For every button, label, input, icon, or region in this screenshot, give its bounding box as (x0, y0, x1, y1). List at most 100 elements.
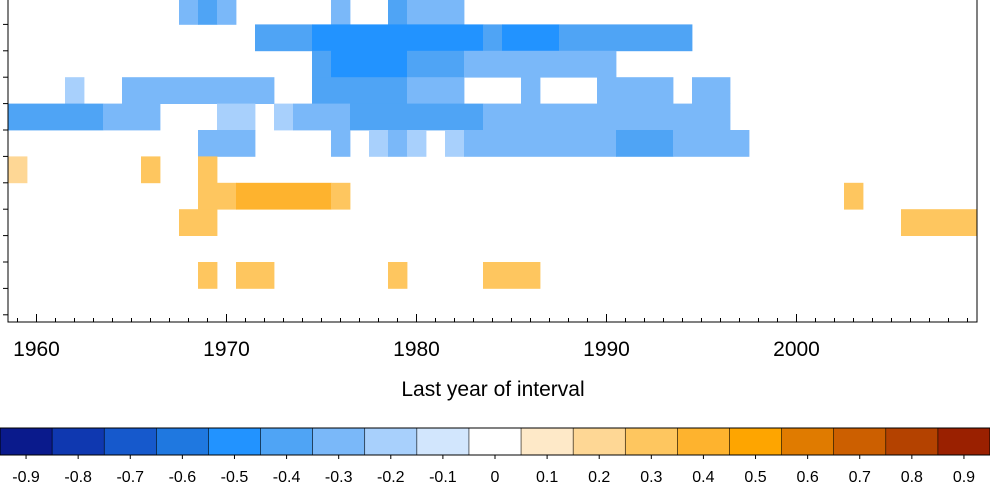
colorbar-label: -0.6 (169, 469, 197, 486)
heatmap-cell (217, 0, 237, 25)
colorbar-label: -0.8 (64, 469, 92, 486)
heatmap-cell (692, 77, 731, 104)
colorbar-swatch (312, 428, 366, 455)
colorbar-swatch (833, 428, 887, 455)
heatmap-cell (331, 50, 351, 78)
heatmap-cell (445, 130, 465, 157)
heatmap-cell (122, 77, 275, 104)
colorbar-swatch (573, 428, 626, 455)
heatmap-cell (236, 182, 332, 210)
colorbar-swatch (208, 428, 261, 455)
heatmap-cell (236, 262, 275, 289)
colorbar-label: 0 (491, 469, 500, 486)
heatmap-cell (8, 103, 104, 131)
colorbar: -0.9 -0.8 -0.7 -0.6 -0.5 -0.4 -0.3 -0.2 -0.1 0 0.1… (0, 427, 990, 486)
heatmap-cell (464, 50, 617, 78)
heatmap-cell (8, 156, 28, 184)
heatmap-cell (312, 77, 408, 104)
heatmap-cell (901, 209, 978, 236)
heatmap-cell (559, 24, 693, 52)
colorbar-label: -0.2 (377, 469, 405, 486)
heatmap-cell (179, 209, 218, 236)
colorbar-label: -0.1 (429, 469, 457, 486)
colorbar-label: -0.5 (221, 469, 249, 486)
colorbar-label: 0.8 (901, 469, 923, 486)
heatmap-cell (103, 103, 161, 131)
colorbar-label: 0.4 (692, 469, 714, 486)
heatmap-cell (198, 0, 218, 25)
heatmap-cell (407, 77, 465, 104)
x-tick-label: 1960 (13, 338, 60, 361)
heatmap-cell (198, 156, 218, 184)
colorbar-swatch (625, 428, 678, 455)
colorbar-swatch (0, 428, 53, 455)
heatmap-cell (388, 130, 408, 157)
heatmap-cell (312, 24, 484, 52)
heatmap-cell (464, 130, 617, 157)
colorbar-swatch (364, 428, 418, 455)
heatmap-cell (312, 50, 332, 78)
heatmap-cell (293, 103, 351, 131)
colorbar-label: 0.2 (588, 469, 610, 486)
colorbar-swatch (156, 428, 209, 455)
heatmap-cell (616, 130, 674, 157)
heatmap-cell (179, 0, 199, 25)
heatmap-cell (141, 156, 161, 184)
colorbar-label: -0.9 (12, 469, 40, 486)
heatmap-cell (217, 103, 256, 131)
colorbar-swatch (885, 428, 939, 455)
colorbar-swatch (729, 428, 782, 455)
heatmap-cell (407, 130, 427, 157)
heatmap-cell (521, 77, 541, 104)
colorbar-swatch (521, 428, 574, 455)
colorbar-label: 0.9 (953, 469, 975, 486)
colorbar-swatch (677, 428, 730, 455)
colorbar-label: 0.5 (744, 469, 766, 486)
colorbar-label: -0.4 (273, 469, 301, 486)
x-tick-label: 1980 (393, 338, 440, 361)
heatmap-cell (331, 182, 351, 210)
heatmap-cell (844, 182, 864, 210)
colorbar-swatch (468, 428, 522, 455)
heatmap-cell (597, 77, 674, 104)
colorbar-swatch (52, 428, 105, 455)
colorbar-label: -0.7 (116, 469, 144, 486)
heatmap-cell (407, 50, 465, 78)
colorbar-swatch (260, 428, 314, 455)
heatmap-cell (198, 182, 237, 210)
heatmap-cell (65, 77, 85, 104)
y-axis (3, 23, 8, 316)
colorbar-label: 0.7 (849, 469, 871, 486)
x-tick-label: 1970 (203, 338, 250, 361)
colorbar-label: 0.3 (640, 469, 662, 486)
heatmap-cell (369, 130, 389, 157)
heatmap-cell (388, 0, 408, 25)
heatmap-cell (483, 24, 503, 52)
heatmap-cell (255, 24, 313, 52)
colorbar-label: 0.6 (797, 469, 819, 486)
heatmap-cell (198, 262, 218, 289)
heatmap-cell (483, 262, 541, 289)
heatmap-cell (350, 103, 484, 131)
colorbar-swatch (937, 428, 990, 455)
x-tick-label: 1990 (583, 338, 630, 361)
heatmap-cell (483, 103, 731, 131)
heatmap-cell (350, 50, 408, 78)
colorbar-swatch (781, 428, 835, 455)
heatmap-cell (331, 0, 351, 25)
heatmap-cell (673, 130, 750, 157)
colorbar-label: -0.3 (325, 469, 353, 486)
heatmap-cell (274, 103, 294, 131)
heatmap-cells (8, 0, 978, 289)
colorbar-swatch (104, 428, 157, 455)
heatmap-cell (331, 130, 351, 157)
x-axis: 1960 1970 1980 1990 2000 (13, 314, 968, 361)
colorbar-swatch (416, 428, 470, 455)
heatmap-cell (407, 0, 465, 25)
x-tick-label: 2000 (773, 338, 820, 361)
heatmap-cell (502, 24, 560, 52)
colorbar-label: 0.1 (536, 469, 558, 486)
heatmap-cell (388, 262, 408, 289)
heatmap-cell (198, 130, 256, 157)
